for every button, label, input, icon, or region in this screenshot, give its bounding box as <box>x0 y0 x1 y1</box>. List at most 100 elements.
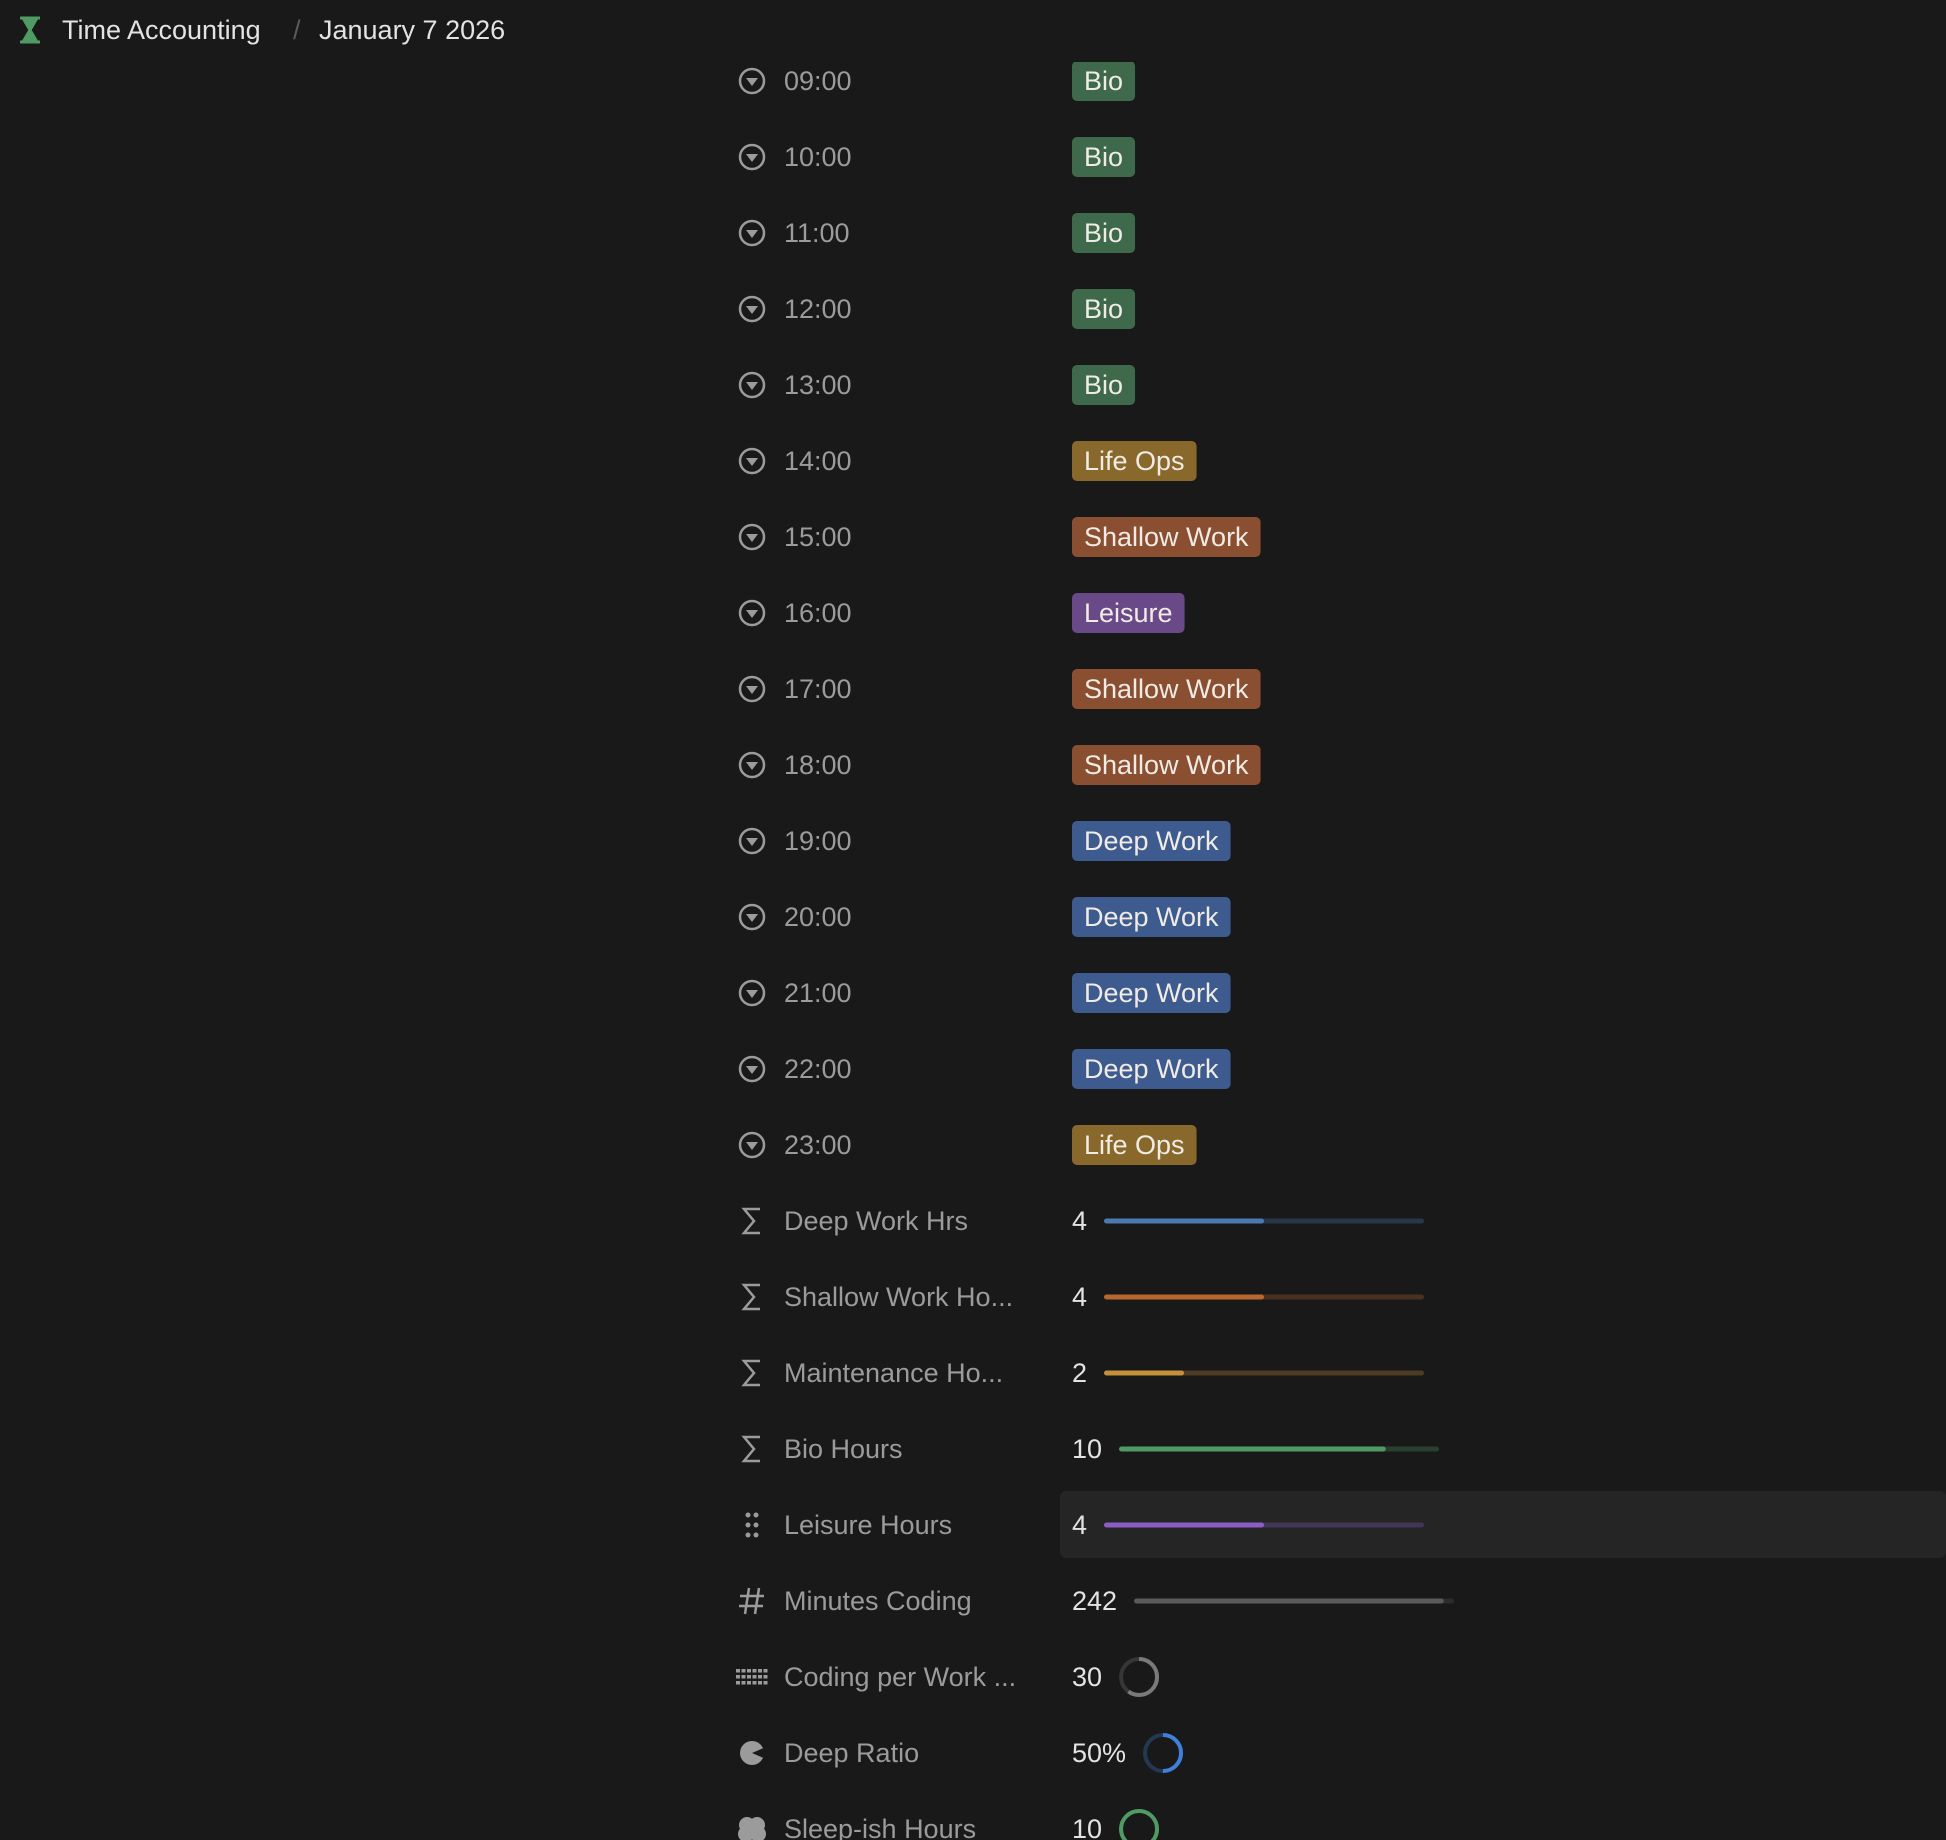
tag <box>1072 213 1136 253</box>
property-label: Maintenance Ho... <box>784 1358 1003 1388</box>
time-icon <box>738 599 766 627</box>
time-icon-arrow <box>746 914 758 922</box>
ring-fill <box>1119 1657 1160 1697</box>
topbar <box>0 0 1946 62</box>
breadcrumb-title[interactable]: Time Accounting <box>62 15 261 45</box>
time-icon <box>738 1131 766 1159</box>
property-value: 4 <box>1072 1282 1087 1312</box>
tag <box>1072 973 1231 1013</box>
tag <box>1072 1049 1231 1089</box>
pie-icon-cut <box>752 1747 766 1759</box>
tag <box>1072 137 1136 177</box>
tag-label: Shallow Work <box>1084 522 1249 552</box>
time-icon-arrow <box>746 610 758 618</box>
progress-fill <box>1134 1598 1444 1604</box>
property-label: Shallow Work Ho... <box>784 1282 1013 1312</box>
property-label: Minutes Coding <box>784 1586 972 1616</box>
keyboard-icon <box>763 1675 768 1679</box>
property-label: 12:00 <box>784 294 852 324</box>
time-icon <box>738 143 766 171</box>
tag-label: Bio <box>1084 66 1123 96</box>
keyboard-icon <box>752 1675 757 1679</box>
tag-label: Deep Work <box>1084 978 1219 1008</box>
sigma-icon <box>741 1359 760 1387</box>
tag-label: Bio <box>1084 294 1123 324</box>
time-icon-arrow <box>746 686 758 694</box>
time-icon <box>738 219 766 247</box>
keyboard-icon <box>747 1675 751 1679</box>
sigma-icon <box>741 1283 760 1311</box>
breadcrumb-page[interactable]: January 7 2026 <box>319 15 505 45</box>
property-value: 2 <box>1072 1358 1087 1388</box>
tag <box>1072 61 1136 101</box>
keyboard-icon <box>736 1681 740 1685</box>
property-value: 50% <box>1072 1738 1126 1768</box>
property-label: 19:00 <box>784 826 852 856</box>
tag-label: Bio <box>1084 218 1123 248</box>
tag <box>1072 593 1185 633</box>
tag <box>1072 517 1261 557</box>
property-label: Bio Hours <box>784 1434 903 1464</box>
property-value: 10 <box>1072 1434 1102 1464</box>
property-label: 18:00 <box>784 750 852 780</box>
tag <box>1072 669 1261 709</box>
property-label: 17:00 <box>784 674 852 704</box>
property-label: Sleep-ish Hours <box>784 1814 976 1840</box>
time-icon-arrow <box>746 230 758 238</box>
property-value: 30 <box>1072 1662 1102 1692</box>
time-icon-arrow <box>746 762 758 770</box>
keyboard-icon <box>758 1675 762 1679</box>
tag-label: Life Ops <box>1084 1130 1185 1160</box>
time-icon <box>738 295 766 323</box>
progress-fill <box>1104 1522 1265 1528</box>
property-label: 14:00 <box>784 446 852 476</box>
tag <box>1072 289 1136 329</box>
brain-icon <box>744 1821 760 1837</box>
time-icon <box>738 675 766 703</box>
progress-fill <box>1104 1294 1265 1300</box>
time-icon-arrow <box>746 78 758 86</box>
hourglass-icon <box>20 16 40 44</box>
breadcrumb-separator: / <box>293 15 301 45</box>
time-icon <box>738 523 766 551</box>
tag <box>1072 745 1261 785</box>
property-label: 16:00 <box>784 598 852 628</box>
drag-icon <box>745 1522 751 1528</box>
property-label: 20:00 <box>784 902 852 932</box>
tag <box>1072 897 1231 937</box>
keyboard-icon <box>741 1681 746 1685</box>
time-icon <box>738 1055 766 1083</box>
property-label: 09:00 <box>784 66 852 96</box>
property-value: 242 <box>1072 1586 1117 1616</box>
time-icon <box>738 67 766 95</box>
tag-label: Deep Work <box>1084 902 1219 932</box>
time-icon <box>738 827 766 855</box>
tag-label: Bio <box>1084 142 1123 172</box>
drag-icon <box>753 1522 759 1528</box>
time-icon-arrow <box>746 154 758 162</box>
property-value: 4 <box>1072 1206 1087 1236</box>
property-label: 10:00 <box>784 142 852 172</box>
sigma-icon <box>741 1435 760 1463</box>
keyboard-icon <box>758 1669 762 1673</box>
property-value: 4 <box>1072 1510 1087 1540</box>
property-label: Deep Ratio <box>784 1738 919 1768</box>
time-icon-arrow <box>746 1142 758 1150</box>
property-label: Leisure Hours <box>784 1510 952 1540</box>
keyboard-icon <box>763 1681 768 1685</box>
keyboard-icon <box>763 1669 768 1673</box>
drag-icon <box>745 1512 751 1518</box>
drag-icon <box>745 1532 751 1538</box>
keyboard-icon <box>741 1669 746 1673</box>
keyboard-icon <box>736 1669 740 1673</box>
time-icon-arrow <box>746 382 758 390</box>
tag-label: Life Ops <box>1084 446 1185 476</box>
ring-fill <box>1143 1733 1184 1773</box>
tag <box>1072 441 1197 481</box>
time-icon <box>738 903 766 931</box>
tag-label: Deep Work <box>1084 826 1219 856</box>
progress-fill <box>1119 1446 1386 1452</box>
property-label: Coding per Work ... <box>784 1662 1016 1692</box>
